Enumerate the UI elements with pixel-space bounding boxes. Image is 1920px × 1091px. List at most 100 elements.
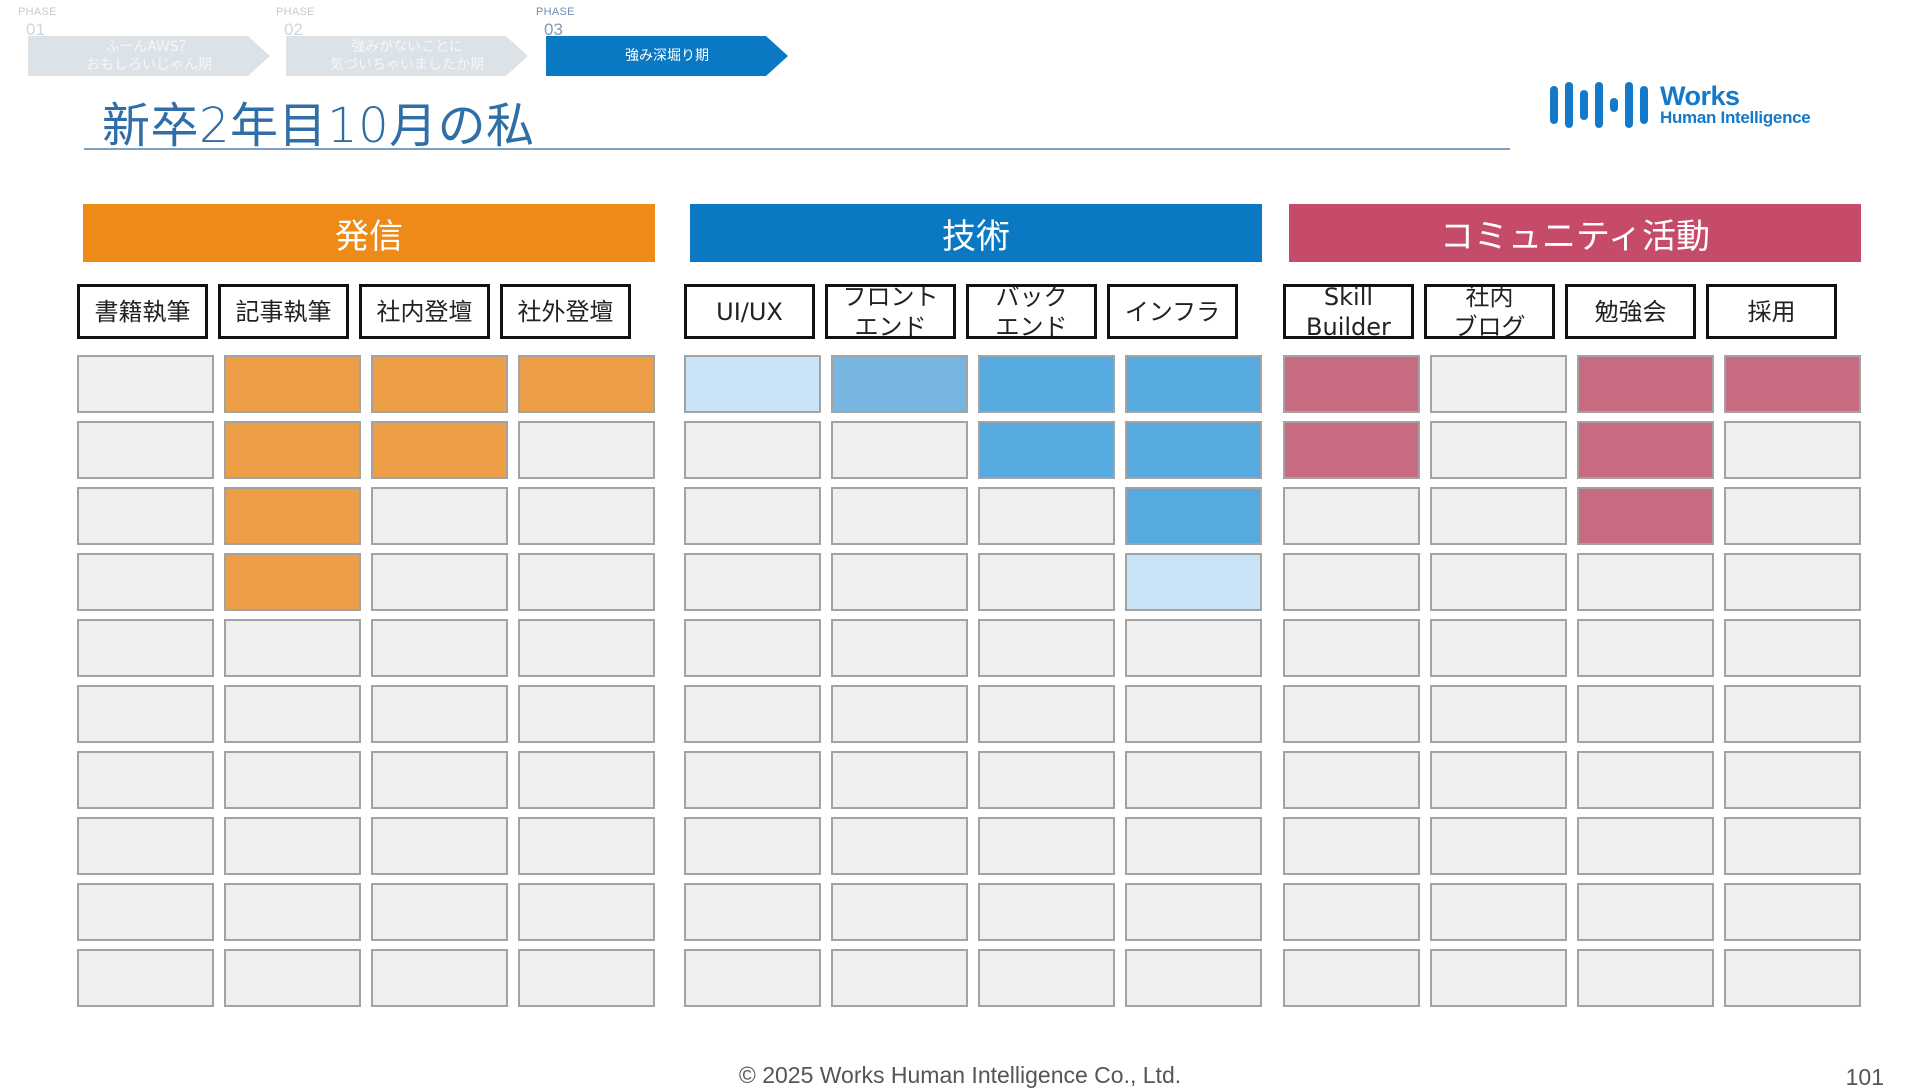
level-cell	[684, 487, 821, 545]
grid-row	[1283, 619, 1873, 677]
grid-row	[1283, 553, 1873, 611]
level-cell	[1724, 883, 1861, 941]
grid-row	[684, 751, 1274, 809]
logo-bars-icon	[1550, 82, 1648, 128]
level-cell	[518, 685, 655, 743]
level-cell	[1125, 817, 1262, 875]
level-cell	[1577, 883, 1714, 941]
level-cell	[1430, 619, 1567, 677]
level-cell	[684, 817, 821, 875]
level-cell	[1724, 685, 1861, 743]
level-cell	[77, 883, 214, 941]
level-cell	[684, 685, 821, 743]
level-cell	[1724, 817, 1861, 875]
phase-caption: PHASE	[536, 6, 575, 18]
level-cell	[518, 619, 655, 677]
level-cell	[371, 421, 508, 479]
category-label: 社内 ブログ	[1424, 284, 1555, 339]
level-cell	[1125, 751, 1262, 809]
category-label: バック エンド	[966, 284, 1097, 339]
level-cell	[1724, 421, 1861, 479]
level-cell	[371, 883, 508, 941]
company-logo: Works Human Intelligence	[1550, 81, 1811, 128]
level-cell	[1577, 949, 1714, 1007]
grid-row	[684, 949, 1274, 1007]
logo-wordmark: Works Human Intelligence	[1660, 81, 1811, 127]
level-cell	[1430, 421, 1567, 479]
level-cell	[371, 355, 508, 413]
level-cell	[77, 553, 214, 611]
level-cell	[371, 553, 508, 611]
category-header-row: Skill Builder 社内 ブログ 勉強会 採用	[1283, 284, 1873, 339]
level-cell	[1577, 421, 1714, 479]
level-cell	[1430, 817, 1567, 875]
level-cell	[1724, 751, 1861, 809]
level-cell	[684, 751, 821, 809]
level-cell	[978, 355, 1115, 413]
level-cell	[371, 487, 508, 545]
page-title: 新卒2年目10月の私	[102, 98, 535, 154]
level-cell	[1577, 619, 1714, 677]
level-cell	[1283, 421, 1420, 479]
grid-row	[77, 355, 667, 413]
phase-chevron: ふーんAWS？ おもしろいじゃん期	[28, 36, 270, 76]
level-cell	[1283, 685, 1420, 743]
level-cell	[1125, 553, 1262, 611]
level-cell	[224, 421, 361, 479]
level-cell	[1125, 685, 1262, 743]
grid-row	[1283, 487, 1873, 545]
category-label: 社外登壇	[500, 284, 631, 339]
level-cell	[684, 553, 821, 611]
phase-chevron: 強み深堀り期	[546, 36, 788, 76]
grid-row	[77, 553, 667, 611]
level-cell	[1577, 553, 1714, 611]
level-grid	[1283, 355, 1873, 1007]
grid-row	[77, 751, 667, 809]
level-cell	[978, 883, 1115, 941]
level-cell	[1724, 553, 1861, 611]
level-cell	[831, 421, 968, 479]
level-cell	[978, 487, 1115, 545]
level-cell	[1577, 355, 1714, 413]
level-cell	[518, 355, 655, 413]
grid-row	[684, 685, 1274, 743]
level-cell	[77, 355, 214, 413]
grid-row	[1283, 883, 1873, 941]
category-header-row: UI/UX フロント エンド バック エンド インフラ	[684, 284, 1274, 339]
level-cell	[1283, 817, 1420, 875]
level-cell	[77, 685, 214, 743]
level-cell	[831, 487, 968, 545]
level-cell	[1430, 949, 1567, 1007]
level-cell	[77, 817, 214, 875]
phase-caption: PHASE	[18, 6, 57, 18]
grid-row	[1283, 355, 1873, 413]
copyright-footer: © 2025 Works Human Intelligence Co., Ltd…	[738, 1062, 1182, 1088]
grid-row	[77, 949, 667, 1007]
level-cell	[1724, 619, 1861, 677]
level-cell	[978, 817, 1115, 875]
category-label: 社内登壇	[359, 284, 490, 339]
grid-row	[684, 355, 1274, 413]
grid-row	[684, 883, 1274, 941]
level-cell	[1577, 487, 1714, 545]
level-cell	[224, 487, 361, 545]
level-cell	[684, 619, 821, 677]
level-cell	[1430, 685, 1567, 743]
level-cell	[1125, 619, 1262, 677]
grid-row	[77, 883, 667, 941]
level-cell	[831, 685, 968, 743]
level-grid	[77, 355, 667, 1007]
level-cell	[1283, 751, 1420, 809]
level-cell	[684, 355, 821, 413]
phase-number: 01	[26, 20, 45, 39]
level-cell	[978, 751, 1115, 809]
grid-row	[684, 619, 1274, 677]
level-cell	[77, 421, 214, 479]
level-cell	[831, 355, 968, 413]
level-cell	[1283, 619, 1420, 677]
level-cell	[831, 619, 968, 677]
category-label: 書籍執筆	[77, 284, 208, 339]
level-cell	[1430, 751, 1567, 809]
title-divider	[84, 148, 1510, 150]
grid-row	[77, 817, 667, 875]
